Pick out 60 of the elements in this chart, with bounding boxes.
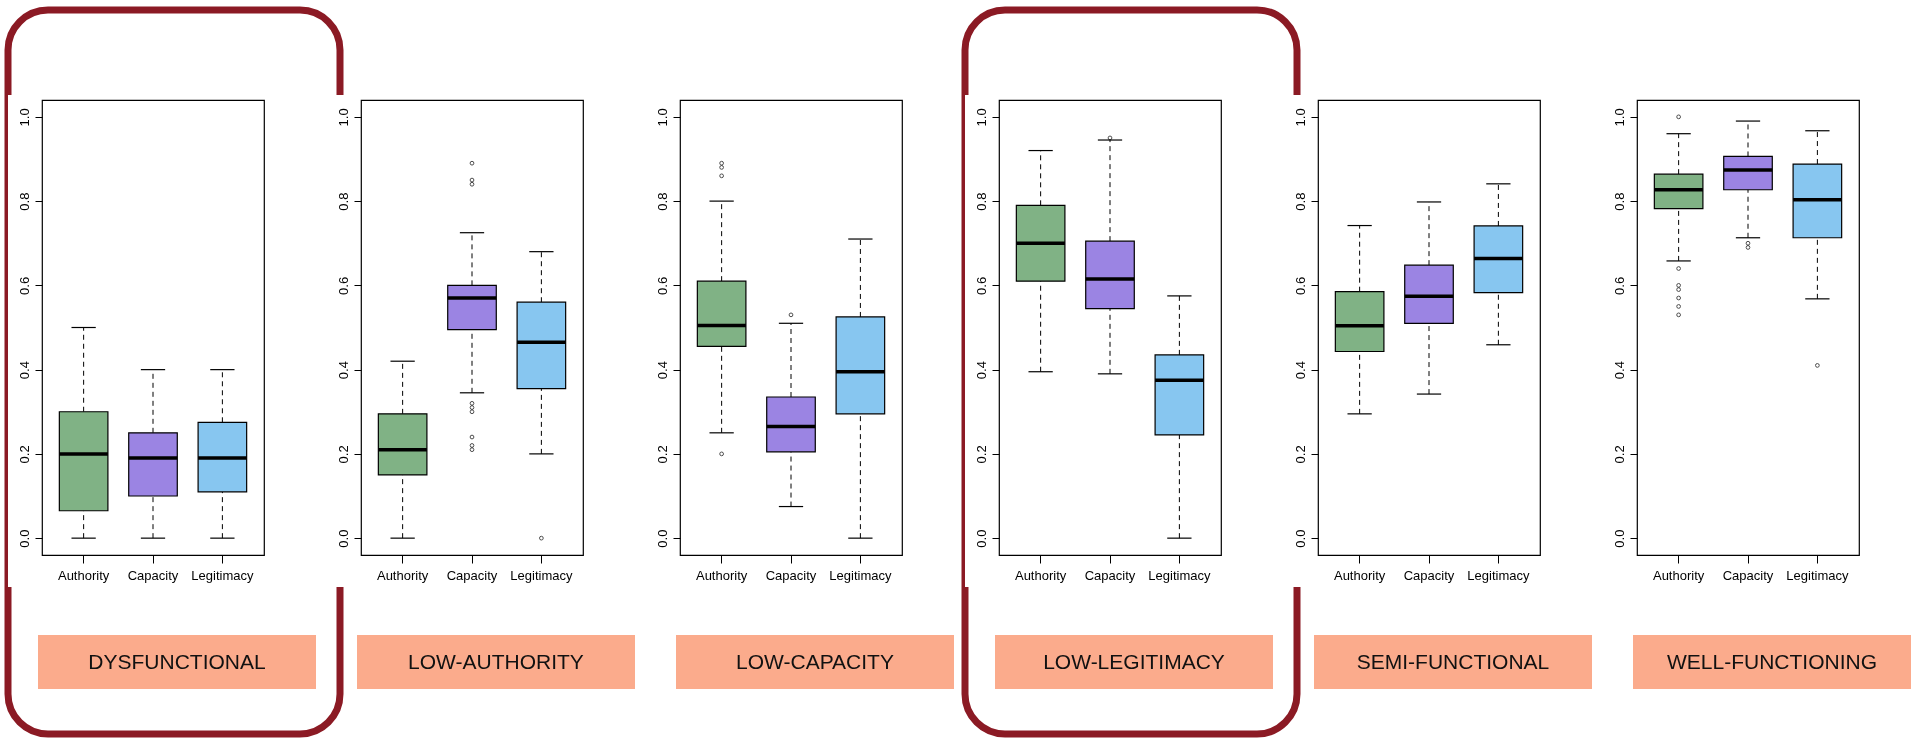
y-tick-label: 0.4 xyxy=(973,361,989,380)
y-tick-label: 0.2 xyxy=(654,445,670,464)
y-tick-label: 0.2 xyxy=(16,445,32,464)
x-tick-label: Capacity xyxy=(1722,567,1774,583)
y-tick-label: 0.0 xyxy=(1611,529,1627,548)
y-tick-label: 0.8 xyxy=(1292,192,1308,211)
y-tick-label: 1.0 xyxy=(1292,108,1308,127)
y-tick-label: 1.0 xyxy=(654,108,670,127)
x-tick-label: Authority xyxy=(57,567,110,583)
y-tick-label: 0.6 xyxy=(16,276,32,295)
y-tick-label: 0.4 xyxy=(1292,361,1308,380)
y-tick-label: 0.6 xyxy=(1292,276,1308,295)
x-tick-label: Authority xyxy=(1652,567,1705,583)
x-tick-label: Legitimacy xyxy=(191,567,254,583)
y-tick-label: 0.0 xyxy=(973,529,989,548)
x-tick-label: Authority xyxy=(376,567,429,583)
y-tick-label: 0.6 xyxy=(1611,276,1627,295)
y-tick-label: 1.0 xyxy=(973,108,989,127)
text: LOW-CAPACITY xyxy=(676,635,954,689)
y-tick-label: 0.2 xyxy=(335,445,351,464)
y-tick-label: 1.0 xyxy=(16,108,32,127)
y-tick-label: 0.8 xyxy=(16,192,32,211)
x-tick-label: Authority xyxy=(1333,567,1386,583)
y-tick-label: 0.2 xyxy=(973,445,989,464)
x-tick-label: Capacity xyxy=(1403,567,1455,583)
x-tick-label: Capacity xyxy=(1084,567,1136,583)
y-tick-label: 0.8 xyxy=(335,192,351,211)
text: WELL-FUNCTIONING xyxy=(1633,635,1911,689)
x-tick-label: Capacity xyxy=(446,567,498,583)
y-tick-label: 0.6 xyxy=(335,276,351,295)
y-tick-label: 0.0 xyxy=(335,529,351,548)
x-tick-label: Capacity xyxy=(127,567,179,583)
text: SEMI-FUNCTIONAL xyxy=(1314,635,1592,689)
y-tick-label: 0.2 xyxy=(1292,445,1308,464)
y-tick-label: 0.8 xyxy=(654,192,670,211)
y-tick-label: 0.4 xyxy=(16,361,32,380)
y-tick-label: 0.0 xyxy=(654,529,670,548)
y-tick-label: 0.2 xyxy=(1611,445,1627,464)
x-tick-label: Legitimacy xyxy=(829,567,892,583)
text: LOW-LEGITIMACY xyxy=(995,635,1273,689)
y-tick-label: 1.0 xyxy=(335,108,351,127)
y-tick-label: 1.0 xyxy=(1611,108,1627,127)
text: LOW-AUTHORITY xyxy=(357,635,635,689)
y-tick-label: 0.6 xyxy=(973,276,989,295)
y-tick-label: 0.4 xyxy=(1611,361,1627,380)
y-tick-label: 0.8 xyxy=(1611,192,1627,211)
x-tick-label: Authority xyxy=(1014,567,1067,583)
x-tick-label: Capacity xyxy=(765,567,817,583)
y-tick-label: 0.4 xyxy=(654,361,670,380)
x-tick-label: Authority xyxy=(695,567,748,583)
x-tick-label: Legitimacy xyxy=(1786,567,1849,583)
text: DYSFUNCTIONAL xyxy=(38,635,316,689)
y-tick-label: 0.0 xyxy=(1292,529,1308,548)
x-tick-label: Legitimacy xyxy=(1148,567,1211,583)
x-tick-label: Legitimacy xyxy=(510,567,573,583)
x-tick-label: Legitimacy xyxy=(1467,567,1530,583)
y-tick-label: 0.8 xyxy=(973,192,989,211)
y-tick-label: 0.6 xyxy=(654,276,670,295)
y-tick-label: 0.4 xyxy=(335,361,351,380)
y-tick-label: 0.0 xyxy=(16,529,32,548)
